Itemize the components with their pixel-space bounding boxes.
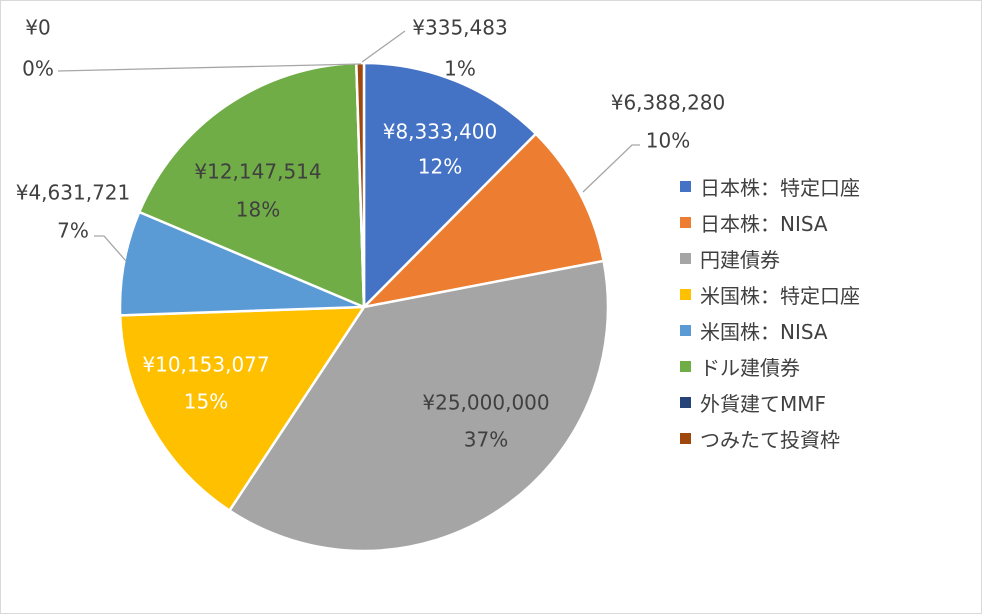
leader-line [57, 63, 362, 72]
pie-slice [362, 61, 538, 309]
legend-swatch [680, 324, 691, 336]
data-label-value: ¥8,333,400 [383, 120, 498, 144]
pie-slice [355, 61, 366, 309]
data-label-percent: 12% [418, 155, 462, 179]
legend-item: ドル建債券 [680, 348, 860, 384]
legend-item: 日本株：NISA [680, 204, 860, 240]
data-label-percent: 18% [236, 198, 280, 222]
legend-swatch [680, 180, 691, 192]
legend-swatch [680, 432, 691, 444]
legend-label: ドル建債券 [700, 355, 800, 380]
legend-label: 米国株：特定口座 [700, 283, 860, 308]
legend-swatch [680, 288, 691, 300]
data-label-percent: 1% [444, 57, 476, 81]
leader-line [94, 235, 127, 262]
data-label-value: ¥4,631,721 [16, 181, 131, 205]
legend-swatch [680, 252, 691, 264]
data-label-percent: 0% [22, 57, 54, 81]
data-label-value: ¥10,153,077 [142, 353, 269, 377]
legend-item: 日本株：特定口座 [680, 168, 860, 204]
data-label-percent: 7% [57, 219, 89, 243]
legend-label: 外貨建てMMF [700, 391, 827, 416]
leader-line [361, 30, 406, 63]
data-label-value: ¥0 [25, 16, 50, 40]
data-label-value: ¥12,147,514 [194, 160, 321, 184]
leader-line [582, 144, 640, 193]
pie-slice [228, 259, 610, 553]
legend-swatch [680, 216, 691, 228]
legend-swatch [680, 360, 691, 372]
legend-item: 外貨建てMMF [680, 384, 860, 420]
legend: 日本株：特定口座 日本株：NISA 円建債券米国株：特定口座 米国株：NISA ドル建債… [680, 168, 860, 456]
legend-item: 円建債券 [680, 240, 860, 276]
legend-label: 日本株：NISA [700, 211, 828, 236]
pie-slice [362, 132, 605, 309]
legend-label: 米国株：NISA [700, 319, 828, 344]
data-label-value: ¥335,483 [412, 16, 507, 40]
legend-item: つみたて投資枠 [680, 420, 860, 456]
legend-label: 円建債券 [700, 247, 780, 272]
legend-item: 米国株：NISA [680, 312, 860, 348]
data-label-percent: 10% [646, 129, 690, 153]
pie-slice [118, 210, 366, 317]
data-label-value: ¥6,388,280 [611, 91, 726, 115]
data-label-value: ¥25,000,000 [422, 391, 549, 415]
data-label-percent: 15% [184, 390, 228, 414]
legend-label: 日本株：特定口座 [700, 175, 860, 200]
legend-label: つみたて投資枠 [700, 427, 840, 452]
data-label-percent: 37% [464, 428, 508, 452]
pie-slice [118, 305, 366, 512]
legend-item: 米国株：特定口座 [680, 276, 860, 312]
legend-swatch [680, 396, 691, 408]
pie-slice [138, 61, 366, 309]
